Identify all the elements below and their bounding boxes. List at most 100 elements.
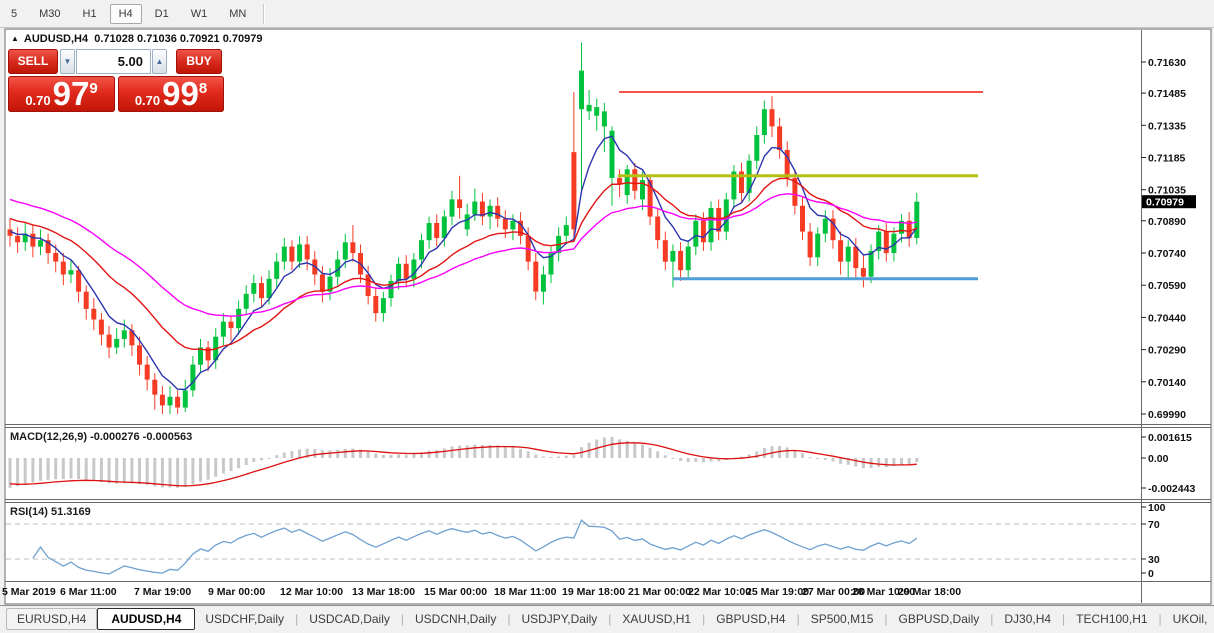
tab-separator: | — [400, 612, 404, 626]
timeframe-d1[interactable]: D1 — [154, 7, 169, 20]
tab-separator: | — [796, 612, 800, 626]
time-axis-label: 15 Mar 00:00 — [424, 586, 487, 598]
toolbar-separator — [263, 3, 266, 24]
buy-price-prefix: 0.70 — [134, 92, 161, 108]
price-axis-label: 0.70890 — [1148, 216, 1186, 228]
price-axis-label: 0.69990 — [1148, 409, 1186, 421]
buy-button[interactable]: BUY — [176, 49, 222, 74]
tab-separator: | — [884, 612, 888, 626]
symbol-tab-gbpusd[interactable]: GBPUSD,H4 — [716, 612, 786, 626]
symbol-tab-sp500[interactable]: SP500,M15 — [810, 612, 874, 626]
symbol-tab-dj30[interactable]: DJ30,H4 — [1004, 612, 1052, 626]
symbol-tab-usdcnh[interactable]: USDCNH,Daily — [415, 612, 497, 626]
rsi-axis-label: 0 — [1148, 568, 1154, 580]
time-axis-label: 21 Mar 00:00 — [628, 586, 691, 598]
price-axis-label: 0.71630 — [1148, 57, 1186, 69]
buy-price-button[interactable]: 0.70 99 8 — [118, 76, 224, 112]
time-axis-label: 22 Mar 10:00 — [688, 586, 751, 598]
volume-decrement-button[interactable]: ▼ — [60, 49, 75, 74]
time-axis-label: 19 Mar 18:00 — [562, 586, 625, 598]
macd-indicator-label: MACD(12,26,9) -0.000276 -0.000563 — [10, 431, 193, 443]
macd-axis[interactable]: 0.001615 0.00 -0.002443 — [1141, 432, 1195, 495]
chart-symbol-period: AUDUSD,H4 — [23, 33, 89, 45]
macd-axis-label: 0.00 — [1148, 453, 1169, 465]
price-axis-label: 0.71335 — [1148, 120, 1186, 132]
symbol-tab-xauusd[interactable]: XAUUSD,H1 — [622, 612, 692, 626]
sell-price-main: 97 — [52, 75, 90, 112]
symbol-tab-eurusd[interactable]: EURUSD,H4 — [6, 608, 98, 630]
price-axis-label: 0.71185 — [1148, 153, 1186, 165]
price-axis-label: 0.70590 — [1148, 280, 1186, 292]
time-axis-label: 13 Mar 18:00 — [352, 586, 415, 598]
tab-separator: | — [1062, 612, 1066, 626]
macd-axis-label: -0.002443 — [1148, 483, 1195, 495]
rsi-axis-label: 100 — [1148, 502, 1166, 514]
chevron-down-icon: ▼ — [63, 57, 72, 66]
price-axis-label: 0.70740 — [1148, 248, 1186, 260]
time-axis-label: 27 Mar 00:00 — [802, 586, 865, 598]
symbol-tab-usdcad[interactable]: USDCAD,Daily — [309, 612, 390, 626]
volume-input[interactable] — [76, 49, 151, 74]
macd-axis-label: 0.001615 — [1148, 432, 1192, 444]
volume-increment-button[interactable]: ▲ — [152, 49, 167, 74]
price-axis[interactable]: 0.71630 0.71485 0.71335 0.71185 0.71035 0.708… — [1141, 57, 1196, 421]
timeframe-mn[interactable]: MN — [229, 7, 247, 20]
rsi-axis[interactable]: 100 70 30 0 — [1141, 502, 1166, 580]
tab-separator: | — [702, 612, 706, 626]
time-axis[interactable]: 5 Mar 2019 6 Mar 11:00 7 Mar 19:00 9 Mar 00… — [2, 586, 961, 598]
current-price-tag — [1142, 195, 1196, 209]
rsi-axis-label: 30 — [1148, 554, 1160, 566]
time-axis-label: 29 Mar 18:00 — [898, 586, 961, 598]
chart-ohlc-values: 0.71028 0.71036 0.70921 0.70979 — [94, 33, 263, 45]
symbol-tab-bar: EURUSD,H4 AUDUSD,H4 USDCHF,Daily | USDCAD,Da… — [0, 605, 1214, 632]
price-axis-label: 0.71035 — [1148, 185, 1186, 197]
time-axis-label: 5 Mar 2019 — [2, 586, 56, 598]
chevron-up-icon: ▲ — [155, 57, 164, 66]
symbol-tab-tech100[interactable]: TECH100,H1 — [1076, 612, 1148, 626]
timeframe-toolbar: 5 M30 H1 H4 D1 W1 MN — [0, 0, 1214, 28]
symbol-tab-usdjpy[interactable]: USDJPY,Daily — [521, 612, 598, 626]
timeframe-5[interactable]: 5 — [11, 7, 18, 20]
price-axis-label: 0.70290 — [1148, 345, 1186, 357]
time-axis-label: 7 Mar 19:00 — [134, 586, 191, 598]
timeframe-m30[interactable]: M30 — [39, 7, 61, 20]
chart-header: ▲ AUDUSD,H4 0.71028 0.71036 0.70921 0.709… — [11, 33, 262, 45]
time-axis-label: 12 Mar 10:00 — [280, 586, 343, 598]
rsi-pane[interactable] — [6, 503, 1140, 581]
current-price-value: 0.70979 — [1146, 197, 1184, 209]
price-axis-label: 0.71485 — [1148, 88, 1186, 100]
buy-price-pip: 8 — [198, 80, 208, 97]
price-axis-label: 0.70440 — [1148, 312, 1186, 324]
timeframe-h1[interactable]: H1 — [82, 7, 97, 20]
rsi-indicator-label: RSI(14) 51.3169 — [10, 506, 91, 518]
symbol-tab-audusd[interactable]: AUDUSD,H4 — [97, 608, 196, 630]
price-axis-label: 0.70140 — [1148, 377, 1186, 389]
price-series — [7, 42, 983, 414]
tab-separator: | — [608, 612, 612, 626]
symbol-tab-usdchf[interactable]: USDCHF,Daily — [205, 612, 285, 626]
macd-pane[interactable] — [6, 428, 1140, 500]
timeframe-w1[interactable]: W1 — [190, 7, 208, 20]
macd-series — [8, 436, 919, 489]
rsi-series — [6, 519, 1140, 575]
tab-separator: | — [295, 612, 299, 626]
sell-price-pip: 9 — [89, 80, 98, 97]
time-axis-label: 6 Mar 11:00 — [60, 586, 117, 598]
time-axis-label: 25 Mar 19:00 — [746, 586, 809, 598]
symbol-tab-gbpusd[interactable]: GBPUSD,Daily — [898, 612, 980, 626]
sell-button[interactable]: SELL — [8, 49, 58, 74]
sell-price-prefix: 0.70 — [25, 92, 51, 108]
tab-separator: | — [1158, 612, 1162, 626]
time-axis-label: 28 Mar 10:00 — [852, 586, 915, 598]
symbol-tab-ukoil[interactable]: UKOil, — [1172, 612, 1208, 626]
sell-price-button[interactable]: 0.70 97 9 — [8, 76, 115, 112]
rsi-axis-label: 70 — [1148, 519, 1160, 531]
time-axis-label: 18 Mar 11:00 — [494, 586, 557, 598]
tab-separator: | — [507, 612, 511, 626]
timeframe-h4[interactable]: H4 — [109, 3, 142, 24]
buy-price-main: 99 — [162, 75, 199, 112]
collapse-quote-icon[interactable]: ▲ — [11, 34, 19, 43]
tab-separator: | — [990, 612, 994, 626]
time-axis-label: 9 Mar 00:00 — [208, 586, 265, 598]
